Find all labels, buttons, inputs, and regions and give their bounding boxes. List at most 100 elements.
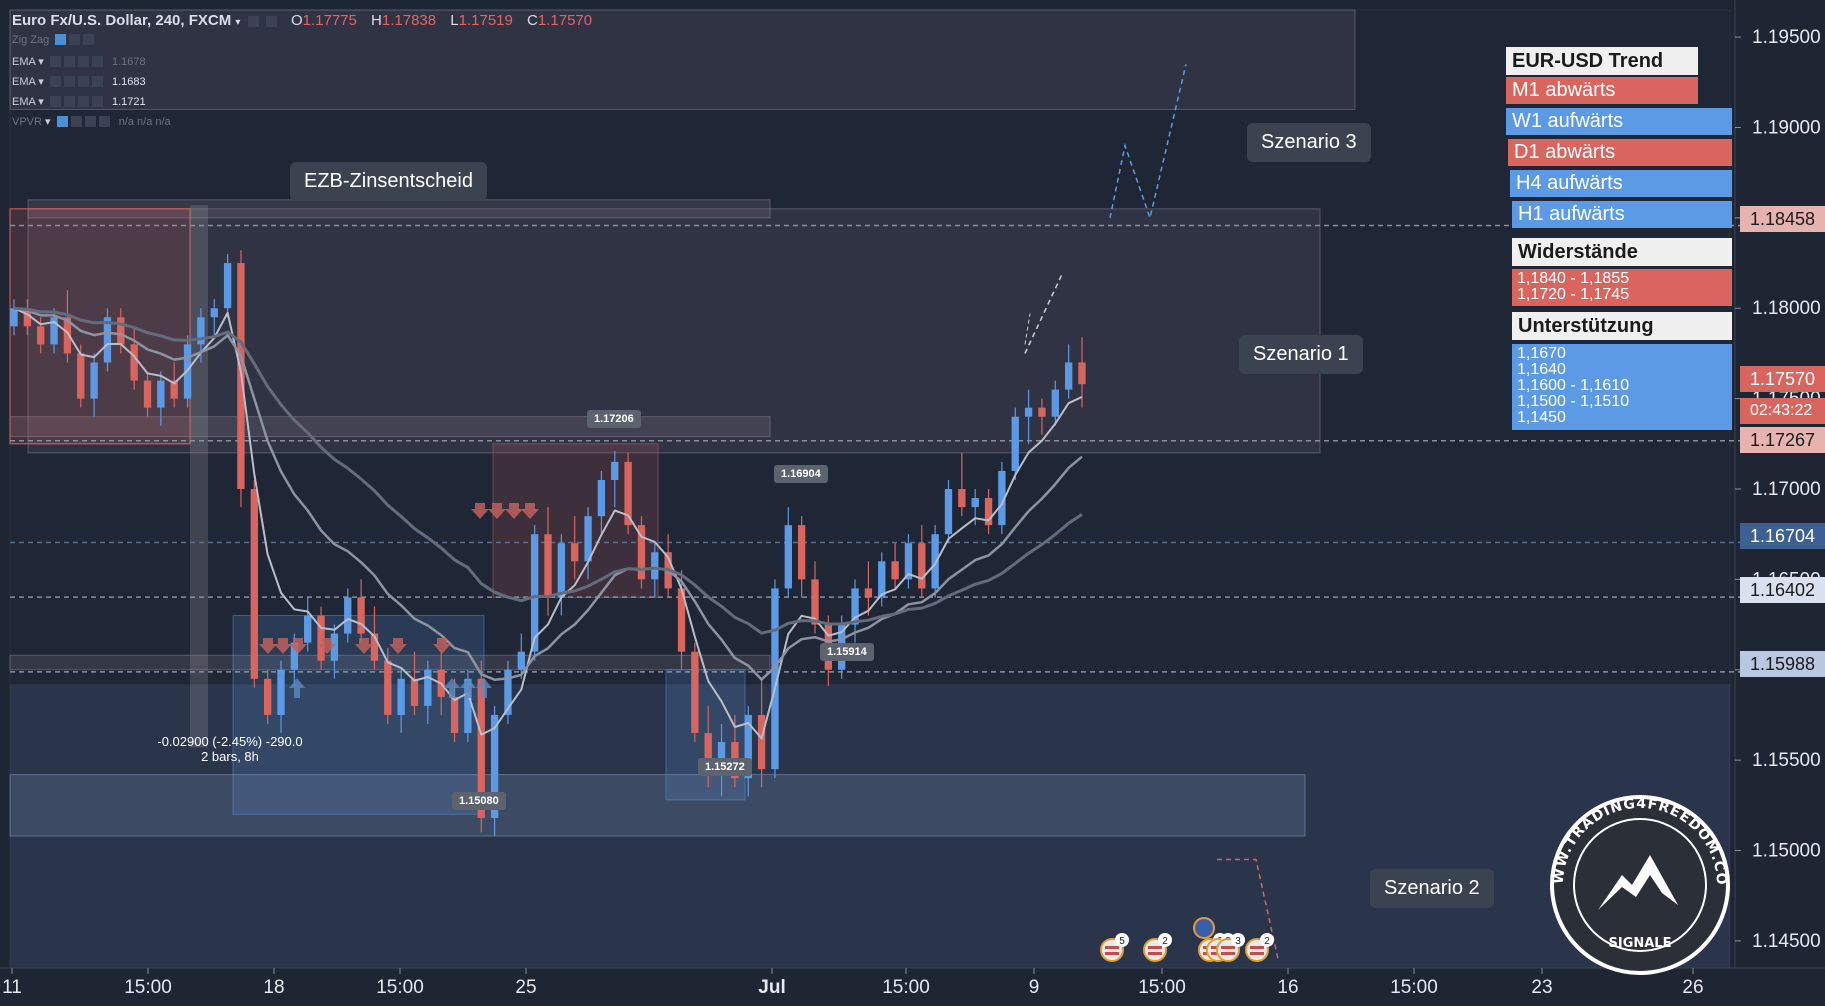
ezb-marker-bar bbox=[190, 205, 208, 748]
close-value: 1.17570 bbox=[537, 12, 593, 29]
close-icon[interactable] bbox=[91, 76, 103, 87]
candle-body bbox=[1011, 416, 1019, 471]
settings-icon[interactable] bbox=[247, 16, 259, 27]
indicator-vpvr[interactable]: VPVR ▾ n/a n/a n/a bbox=[12, 115, 171, 128]
scenario-path bbox=[1217, 858, 1279, 960]
close-icon[interactable] bbox=[91, 96, 103, 107]
eye-icon[interactable] bbox=[49, 96, 61, 107]
candle-body bbox=[1064, 362, 1073, 390]
candle-body bbox=[197, 317, 205, 345]
hide-icon[interactable] bbox=[265, 16, 277, 27]
settings-icon[interactable] bbox=[63, 96, 75, 107]
sell-arrow-icon bbox=[318, 638, 336, 654]
ezb-range-box bbox=[9, 208, 191, 445]
settings-icon[interactable] bbox=[69, 34, 81, 45]
add-icon[interactable] bbox=[77, 76, 89, 87]
candle-body bbox=[677, 588, 686, 652]
support-title: Unterstützung bbox=[1512, 312, 1732, 340]
indicator-name: Zig Zag bbox=[12, 34, 50, 46]
scenario-path bbox=[1024, 313, 1031, 345]
candle-body bbox=[918, 543, 926, 589]
eye-icon[interactable] bbox=[49, 76, 61, 87]
trend-title: EUR-USD Trend bbox=[1506, 47, 1698, 75]
resistance-item: 1,1720 - 1,1745 bbox=[1517, 286, 1630, 303]
close-icon[interactable] bbox=[83, 34, 95, 45]
indicator-value: n/a n/a n/a bbox=[118, 116, 171, 128]
candle-body bbox=[357, 597, 365, 634]
chevron-down-icon[interactable]: ▾ bbox=[38, 96, 44, 108]
chevron-down-icon[interactable]: ▾ bbox=[45, 116, 51, 128]
chevron-down-icon[interactable]: ▾ bbox=[38, 56, 44, 68]
candle-body bbox=[450, 696, 459, 734]
sell-arrow-icon bbox=[505, 503, 523, 519]
price-label-high: 1.17206 bbox=[587, 410, 641, 428]
price-label: 1.15272 bbox=[698, 758, 752, 776]
price-label: 1.15914 bbox=[820, 643, 874, 661]
eye-icon[interactable] bbox=[49, 56, 61, 67]
candle-body bbox=[797, 525, 806, 580]
indicator-ema-3[interactable]: EMA ▾ 1.1721 bbox=[12, 95, 146, 108]
indicator-name: EMA bbox=[12, 56, 36, 68]
event-count: 5 bbox=[1119, 936, 1125, 947]
support-item: 1,1670 bbox=[1517, 345, 1566, 362]
candle-body bbox=[971, 498, 979, 508]
event-markers[interactable]: 522332 bbox=[1100, 917, 1274, 962]
sell-arrow-icon bbox=[521, 503, 539, 519]
event-count: 2 bbox=[1162, 936, 1168, 947]
indicator-ema-2[interactable]: EMA ▾ 1.1683 bbox=[12, 75, 146, 88]
event-count-badge bbox=[1115, 933, 1129, 947]
close-icon[interactable] bbox=[91, 56, 103, 67]
candle-body bbox=[851, 588, 859, 625]
price-tick-label: 1.18000 bbox=[1752, 298, 1821, 319]
add-icon[interactable] bbox=[77, 56, 89, 67]
add-icon[interactable] bbox=[77, 96, 89, 107]
high-label: H bbox=[371, 12, 382, 29]
sell-arrow-icon bbox=[355, 638, 373, 654]
ema-layer bbox=[13, 306, 1083, 740]
time-tick-label: 23 bbox=[1531, 977, 1552, 998]
close-icon[interactable] bbox=[98, 116, 110, 127]
eye-icon[interactable] bbox=[55, 34, 67, 45]
add-icon[interactable] bbox=[84, 116, 96, 127]
chevron-down-icon[interactable]: ▾ bbox=[38, 76, 44, 88]
candle-body bbox=[290, 642, 299, 670]
candle-body bbox=[63, 317, 72, 354]
resistance-box: 1,1840 - 1,1855 1,1720 - 1,1745 bbox=[1512, 269, 1732, 306]
range-box bbox=[492, 443, 659, 598]
flag-stripe bbox=[1221, 946, 1235, 949]
time-tick-label: 11 bbox=[2, 977, 22, 998]
price-label: 1.16904 bbox=[774, 465, 828, 483]
support-zone-scenario-2 bbox=[10, 684, 1730, 968]
candle-body bbox=[10, 308, 18, 327]
indicator-ema-1[interactable]: EMA ▾ 1.1678 bbox=[12, 55, 146, 68]
candle-body bbox=[1051, 389, 1059, 417]
time-tick-label: 15:00 bbox=[882, 977, 930, 998]
eye-icon[interactable] bbox=[56, 116, 68, 127]
candle-body bbox=[210, 308, 218, 318]
candle-body bbox=[637, 525, 646, 580]
sell-arrow-icon bbox=[274, 638, 292, 654]
event-count-badge bbox=[1231, 933, 1245, 947]
time-tick-label: Jul bbox=[758, 977, 785, 998]
event-count: 2 bbox=[1264, 936, 1270, 947]
buy-arrow-icon bbox=[289, 678, 305, 698]
axis-badge: 1.17267 bbox=[1740, 427, 1825, 453]
time-axis[interactable]: 11 15:00 18 15:00 25 Jul 15:00 9 15:00 16 15:00 23 2… bbox=[0, 967, 1825, 998]
settings-icon[interactable] bbox=[63, 56, 75, 67]
candle-body bbox=[504, 669, 512, 715]
candle-body bbox=[544, 534, 552, 598]
symbol-title[interactable]: Euro Fx/U.S. Dollar, 240, FXCM bbox=[12, 12, 232, 29]
candle-body bbox=[50, 317, 58, 345]
indicator-name: EMA bbox=[12, 96, 36, 108]
candle-body bbox=[143, 380, 152, 408]
candle-body bbox=[370, 633, 379, 661]
settings-icon[interactable] bbox=[70, 116, 82, 127]
candle-body bbox=[277, 669, 285, 715]
indicator-zigzag[interactable]: Zig Zag bbox=[12, 34, 95, 46]
settings-icon[interactable] bbox=[63, 76, 75, 87]
ema-line bbox=[13, 307, 1083, 740]
signal-arrows bbox=[259, 503, 539, 698]
chevron-down-icon[interactable]: ▾ bbox=[235, 17, 241, 28]
